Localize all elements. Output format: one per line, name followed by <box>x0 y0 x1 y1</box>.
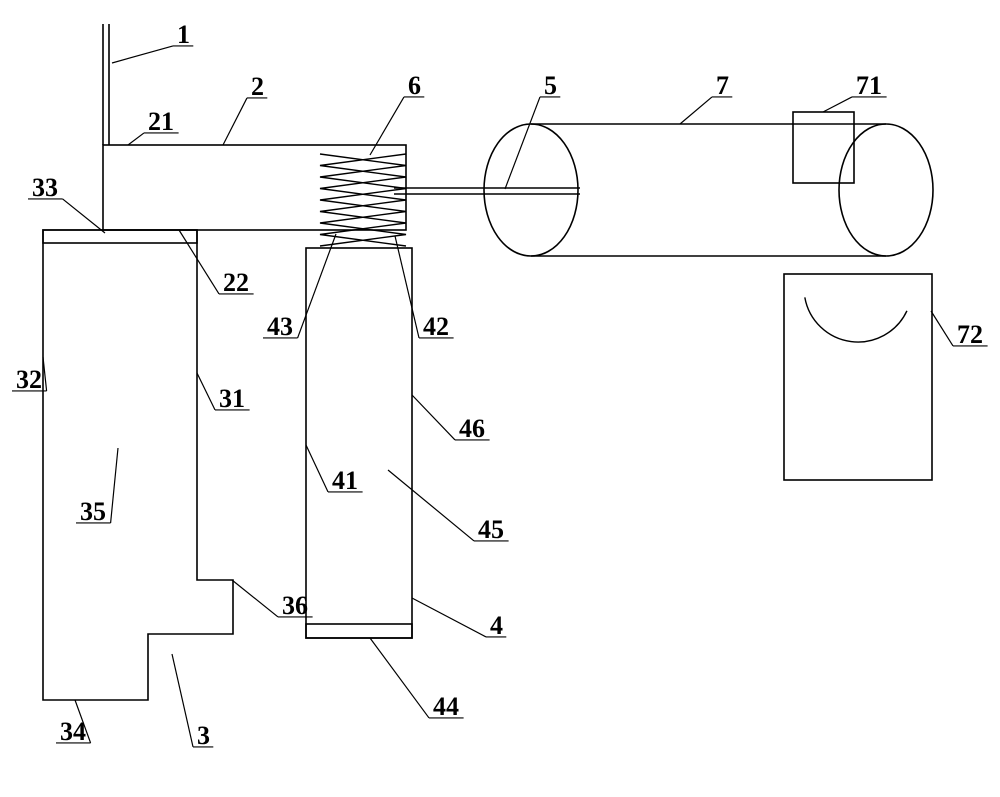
label-22: 22 <box>223 268 249 297</box>
arc-72 <box>805 297 907 342</box>
leader-6 <box>370 97 404 155</box>
label-21: 21 <box>148 107 174 136</box>
leader-33 <box>63 199 105 233</box>
cylinder-left-ellipse <box>484 124 578 256</box>
label-34: 34 <box>60 717 86 746</box>
label-43: 43 <box>267 312 293 341</box>
label-7: 7 <box>716 71 729 100</box>
label-42: 42 <box>423 312 449 341</box>
label-32: 32 <box>16 365 42 394</box>
leader-5 <box>505 97 540 189</box>
leader-3 <box>172 654 193 747</box>
label-31: 31 <box>219 384 245 413</box>
leader-35 <box>111 448 118 523</box>
label-35: 35 <box>80 497 106 526</box>
label-36: 36 <box>282 591 308 620</box>
label-33: 33 <box>32 173 58 202</box>
leader-2 <box>223 98 247 145</box>
leader-7 <box>680 97 712 124</box>
leader-44 <box>370 638 429 718</box>
leader-71 <box>823 97 852 112</box>
label-3: 3 <box>197 721 210 750</box>
leader-45 <box>388 470 474 541</box>
leader-41 <box>306 445 328 492</box>
label-1: 1 <box>177 20 190 49</box>
label-41: 41 <box>332 466 358 495</box>
label-71: 71 <box>856 71 882 100</box>
leader-1 <box>112 46 173 63</box>
leader-4 <box>412 598 486 637</box>
label-45: 45 <box>478 515 504 544</box>
mid-block-cap <box>306 624 412 638</box>
leader-31 <box>197 373 215 410</box>
label-46: 46 <box>459 414 485 443</box>
leader-46 <box>412 395 455 440</box>
leader-43 <box>298 234 336 338</box>
label-6: 6 <box>408 71 421 100</box>
leader-42 <box>395 236 419 338</box>
label-2: 2 <box>251 72 264 101</box>
block-71 <box>793 112 854 183</box>
leader-36 <box>232 580 278 617</box>
leader-72 <box>931 311 953 346</box>
label-44: 44 <box>433 692 459 721</box>
label-4: 4 <box>490 611 503 640</box>
left-block-cap <box>43 230 197 243</box>
left-vertical-block <box>43 230 233 700</box>
label-72: 72 <box>957 320 983 349</box>
mid-vertical-block <box>306 248 412 638</box>
leader-21 <box>128 133 144 145</box>
leader-22 <box>179 230 219 294</box>
label-5: 5 <box>544 71 557 100</box>
cylinder-right-ellipse <box>839 124 933 256</box>
